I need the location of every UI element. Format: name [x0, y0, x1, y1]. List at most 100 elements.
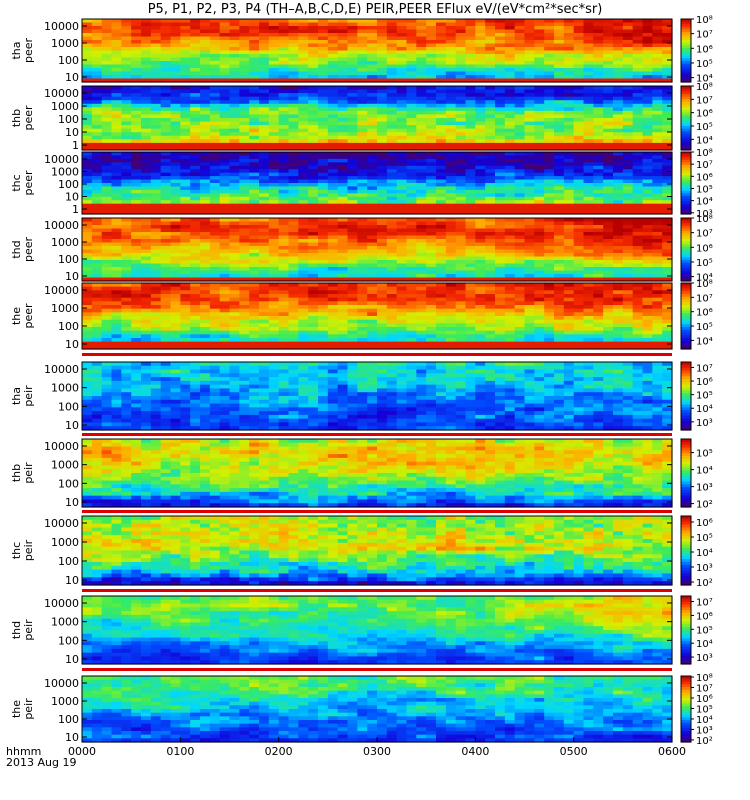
colorbar-segment	[681, 294, 691, 298]
panel-frame	[81, 515, 673, 586]
colorbar-segment	[681, 225, 691, 230]
colorbar-segment	[681, 370, 691, 374]
colorbar-segment	[681, 684, 691, 688]
colorbar-segment	[681, 559, 691, 563]
y-tick-label: 100	[58, 253, 79, 266]
colorbar-segment	[681, 573, 691, 577]
colorbar-segment	[681, 709, 691, 713]
colorbar-segment	[681, 249, 691, 253]
colorbar-segment	[681, 66, 691, 70]
colorbar-segment	[681, 63, 691, 67]
spectrogram-image	[82, 439, 673, 508]
colorbar-segment	[681, 390, 691, 394]
colorbar-frame	[680, 595, 692, 665]
panel-thc-peir: 10 100 1000 10000 thc peir 10² 10³ 10⁴ 10⁵ 10⁶	[10, 515, 713, 589]
colorbar-segment	[681, 596, 691, 600]
colorbar-segment	[681, 254, 691, 258]
panel-label-probe: the	[10, 700, 23, 718]
y-tick-label: 1	[72, 139, 79, 152]
colorbar-tick-label: 10⁴	[696, 639, 713, 650]
panel-frame	[81, 217, 673, 282]
panel-thd-peer: 10 100 1000 10000 thd peer 10⁴ 10⁵ 10⁶ 10⁷ 10⁸	[10, 214, 713, 284]
panel-label-product: peer	[22, 170, 35, 196]
panel-separator-line	[82, 668, 672, 671]
colorbar-segment	[681, 107, 691, 111]
colorbar-tick-label: 10⁴	[696, 466, 713, 477]
colorbar-segment	[681, 461, 691, 466]
colorbar-segment	[681, 379, 691, 383]
y-tick-label: 10000	[44, 597, 79, 610]
colorbar-tick-label: 10⁴	[696, 74, 713, 85]
colorbar-tick-label: 10³	[696, 653, 713, 664]
y-tick-label: 10000	[44, 20, 79, 33]
colorbar-segment	[681, 618, 691, 623]
panel-thd-peir: 10 100 1000 10000 thd peir 10³ 10⁴ 10⁵ 10⁶ 10⁷	[10, 595, 713, 666]
panel-frame	[81, 18, 673, 83]
colorbar-segment	[681, 641, 691, 645]
colorbar-segment	[681, 447, 691, 451]
y-tick-label: 100	[58, 113, 79, 126]
y-tick-label: 1000	[51, 100, 79, 113]
colorbar-segment	[681, 246, 691, 251]
colorbar-tick-label: 10²	[696, 500, 713, 511]
y-tick-label: 1000	[51, 536, 79, 549]
colorbar-tick-label: 10⁴	[696, 336, 713, 347]
spectrogram-image	[82, 596, 673, 665]
colorbar-segment	[681, 91, 691, 95]
colorbar-segment	[681, 61, 691, 65]
colorbar-segment	[681, 498, 691, 502]
colorbar-segment	[681, 201, 691, 205]
colorbar-segment	[681, 481, 691, 485]
colorbar-segment	[681, 239, 691, 243]
colorbar-segment	[681, 582, 691, 586]
colorbar-segment	[681, 265, 691, 269]
panel-frame	[81, 151, 673, 215]
colorbar-segment	[681, 539, 691, 543]
colorbar-segment	[681, 722, 691, 727]
colorbar-segment	[681, 415, 691, 420]
y-tick-label: 10000	[44, 440, 79, 453]
colorbar-segment	[681, 275, 691, 279]
y-tick-label: 10000	[44, 219, 79, 232]
colorbar-segment	[681, 610, 691, 614]
panel-label-product: peer	[22, 237, 35, 263]
colorbar-segment	[681, 195, 691, 200]
colorbar-segment	[681, 695, 691, 699]
colorbar-segment	[681, 700, 691, 705]
colorbar-tick-label: 10⁷	[696, 30, 713, 41]
panel-frame	[81, 282, 673, 350]
colorbar-segment	[681, 131, 691, 135]
colorbar-segment	[681, 29, 691, 33]
colorbar-segment	[681, 630, 691, 634]
colorbar-segment	[681, 21, 691, 25]
colorbar-segment	[681, 484, 691, 488]
colorbar-tick-label: 10⁷	[696, 598, 713, 609]
colorbar-segment	[681, 504, 691, 508]
colorbar-segment	[681, 76, 691, 80]
colorbar-tick-label: 10⁷	[696, 363, 713, 374]
colorbar-segment	[681, 692, 691, 696]
colorbar-segment	[681, 346, 691, 350]
colorbar-segment	[681, 464, 691, 468]
colorbar-segment	[681, 661, 691, 665]
colorbar-segment	[681, 398, 691, 403]
panel-label-probe: thc	[10, 174, 23, 191]
colorbar-segment	[681, 86, 691, 90]
colorbar-segment	[681, 562, 691, 566]
x-tick-label: 0400	[461, 745, 489, 758]
colorbar-segment	[681, 110, 691, 114]
panel-label-probe: thb	[10, 464, 23, 482]
colorbar-segment	[681, 260, 691, 264]
colorbar-segment	[681, 118, 691, 122]
spectrogram-image	[82, 86, 673, 151]
panel-separator-line	[82, 589, 672, 592]
colorbar-segment	[681, 598, 691, 603]
colorbar-segment	[681, 270, 691, 274]
colorbar-segment	[681, 162, 691, 166]
colorbar-segment	[681, 698, 691, 702]
colorbar-tick-label: 10⁷	[696, 229, 713, 240]
x-tick-label: 0500	[560, 745, 588, 758]
colorbar-segment	[681, 164, 691, 169]
colorbar-segment	[681, 441, 691, 446]
colorbar-segment	[681, 492, 691, 497]
